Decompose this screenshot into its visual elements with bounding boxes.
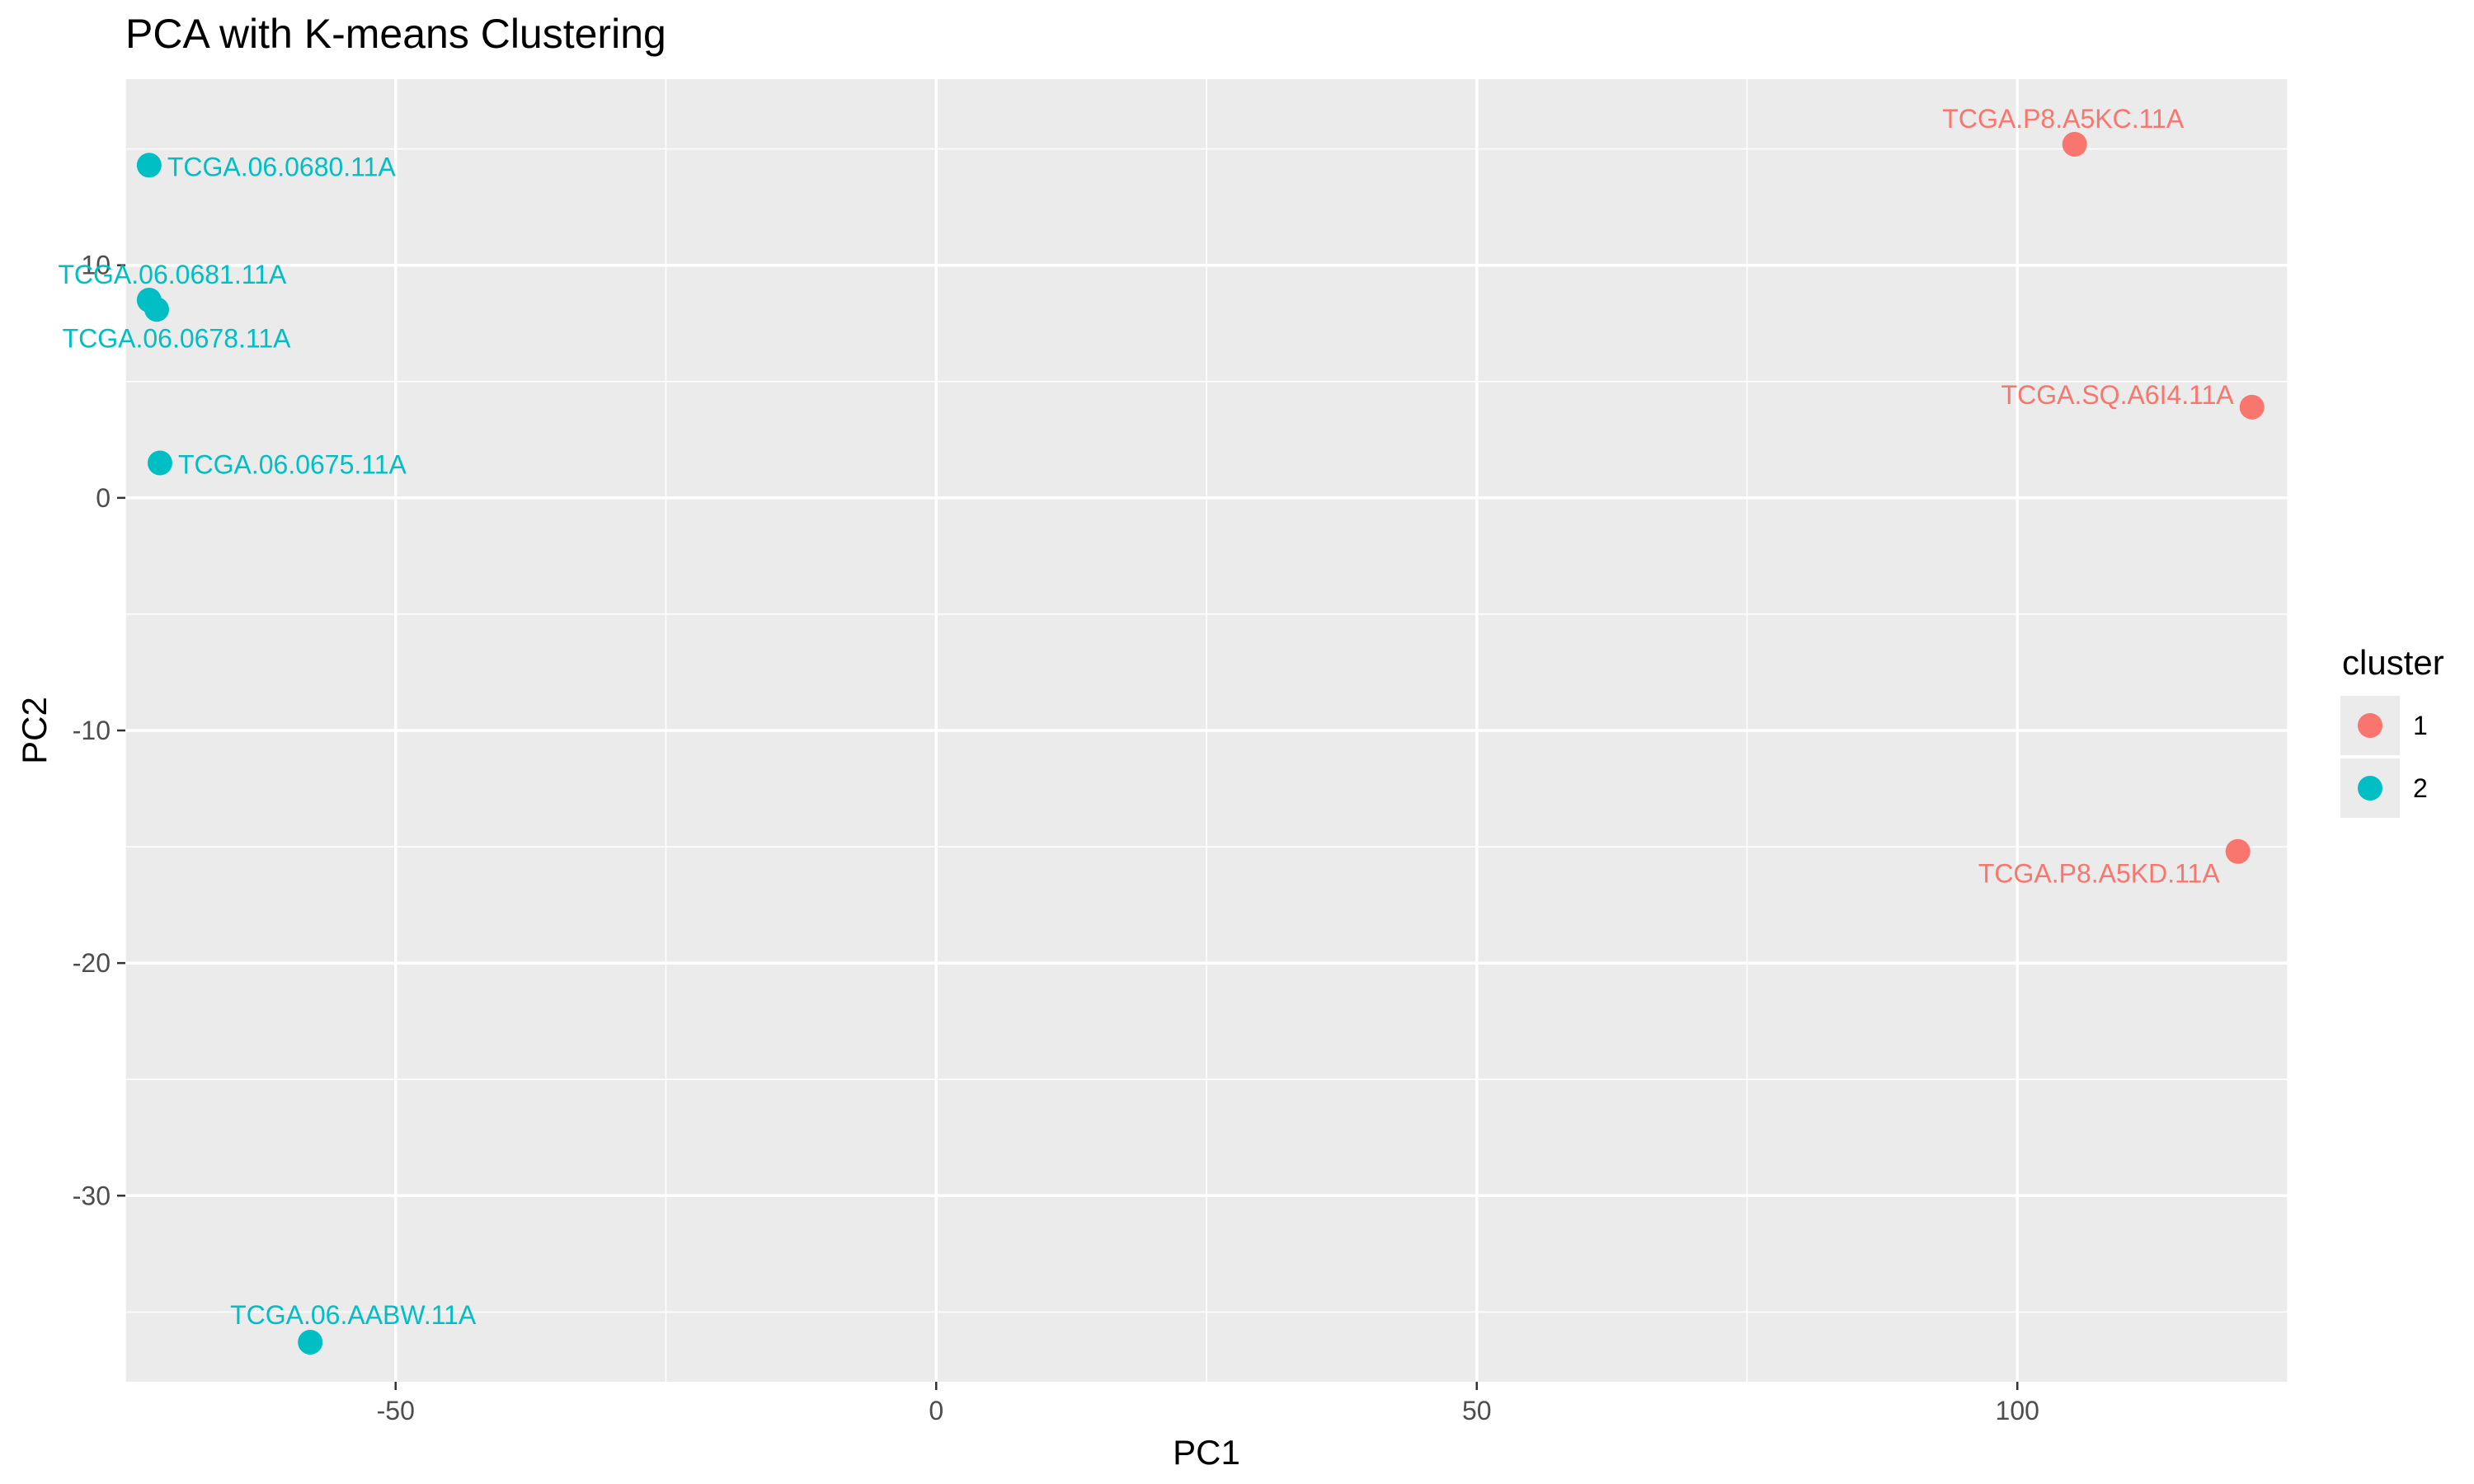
data-point: [2062, 132, 2087, 157]
x-axis: -50 0 50 100: [377, 1382, 2039, 1425]
legend-title: cluster: [2342, 643, 2444, 682]
y-axis: -30 -20 -10 0 10: [73, 251, 125, 1210]
data-point: [147, 450, 172, 476]
x-tick-label: 0: [929, 1396, 943, 1425]
point-label: TCGA.06.0681.11A: [58, 260, 287, 289]
legend: cluster 1 2: [2340, 643, 2444, 818]
x-tick-label: -50: [377, 1396, 415, 1425]
chart-title: PCA with K-means Clustering: [125, 11, 666, 57]
point-label: TCGA.06.0678.11A: [63, 323, 292, 353]
data-point: [2239, 394, 2265, 420]
y-axis-title: PC2: [15, 697, 54, 764]
legend-key-dot: [2358, 713, 2382, 738]
data-point: [2225, 838, 2251, 864]
x-tick-label: 50: [1462, 1396, 1492, 1425]
point-label: TCGA.SQ.A6I4.11A: [2001, 380, 2235, 410]
point-labels: TCGA.P8.A5KC.11A TCGA.SQ.A6I4.11A TCGA.P8.…: [58, 104, 2234, 1330]
data-point: [136, 153, 162, 178]
data-points: [136, 132, 2265, 1355]
point-label: TCGA.P8.A5KC.11A: [1942, 104, 2185, 134]
y-tick-label: -10: [73, 716, 111, 745]
data-point: [298, 1330, 323, 1355]
point-label: TCGA.06.0680.11A: [167, 152, 397, 181]
y-tick-label: -30: [73, 1181, 111, 1210]
x-tick-label: 100: [1996, 1396, 2039, 1425]
y-tick-label: -20: [73, 948, 111, 978]
point-label: TCGA.06.0675.11A: [178, 450, 407, 480]
x-axis-title: PC1: [1173, 1433, 1240, 1472]
legend-label: 2: [2413, 773, 2428, 803]
y-tick-label: 10: [81, 251, 111, 280]
data-point: [144, 297, 170, 322]
legend-label: 1: [2413, 711, 2428, 740]
point-label: TCGA.06.AABW.11A: [230, 1300, 477, 1330]
point-label: TCGA.P8.A5KD.11A: [1978, 859, 2221, 889]
legend-key-dot: [2358, 776, 2382, 801]
grid-lines: [125, 79, 2288, 1382]
y-tick-label: 0: [96, 483, 111, 513]
